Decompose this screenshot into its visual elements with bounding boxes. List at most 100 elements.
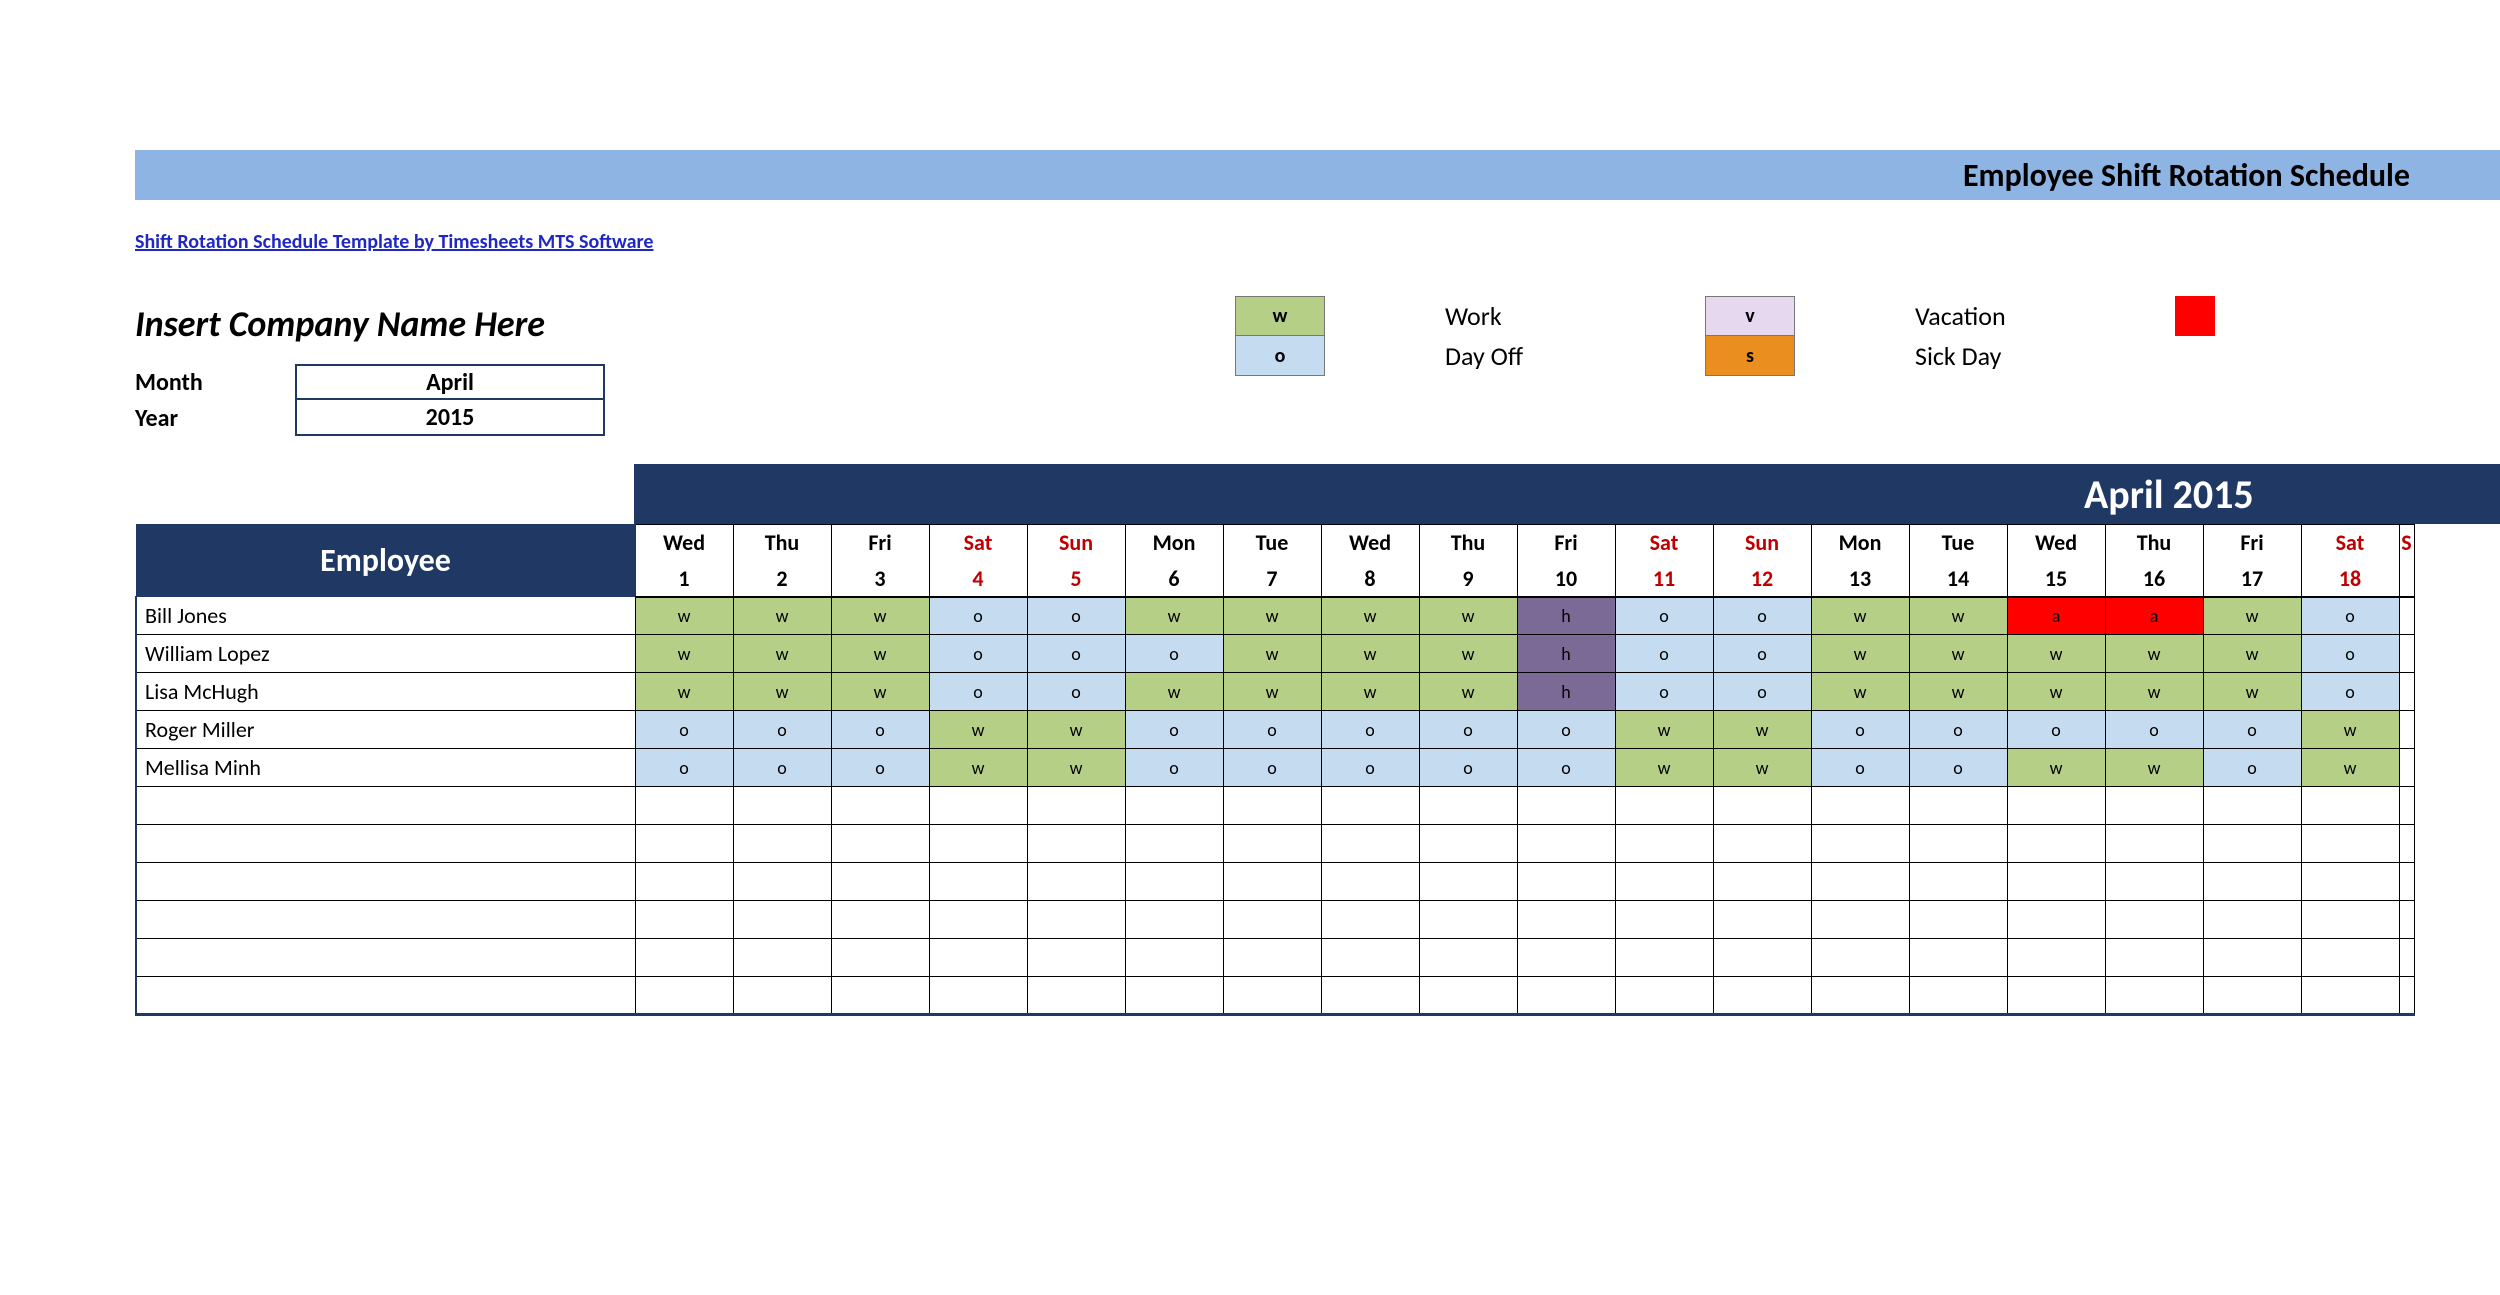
shift-cell[interactable]: o: [2007, 711, 2105, 749]
shift-cell[interactable]: [1909, 977, 2007, 1015]
shift-cell[interactable]: [1517, 939, 1615, 977]
shift-cell[interactable]: [1615, 977, 1713, 1015]
shift-cell[interactable]: [1909, 825, 2007, 863]
shift-cell[interactable]: w: [2007, 673, 2105, 711]
shift-cell[interactable]: w: [1321, 673, 1419, 711]
shift-cell[interactable]: [831, 901, 929, 939]
shift-cell[interactable]: [1615, 901, 1713, 939]
shift-cell[interactable]: [1027, 825, 1125, 863]
shift-cell[interactable]: w: [2203, 635, 2301, 673]
shift-cell[interactable]: w: [1419, 673, 1517, 711]
shift-cell[interactable]: [1027, 787, 1125, 825]
shift-cell[interactable]: [2399, 749, 2414, 787]
shift-cell[interactable]: o: [1811, 749, 1909, 787]
shift-cell[interactable]: [635, 787, 733, 825]
shift-cell[interactable]: [2203, 901, 2301, 939]
employee-name-cell[interactable]: [136, 901, 635, 939]
shift-cell[interactable]: [1713, 977, 1811, 1015]
shift-cell[interactable]: [733, 939, 831, 977]
shift-cell[interactable]: [2399, 977, 2414, 1015]
shift-cell[interactable]: [1223, 901, 1321, 939]
shift-cell[interactable]: w: [635, 597, 733, 635]
shift-cell[interactable]: o: [2301, 597, 2399, 635]
shift-cell[interactable]: [1125, 787, 1223, 825]
shift-cell[interactable]: o: [1223, 711, 1321, 749]
shift-cell[interactable]: [1321, 787, 1419, 825]
shift-cell[interactable]: [1321, 825, 1419, 863]
shift-cell[interactable]: [1811, 825, 1909, 863]
shift-cell[interactable]: o: [1419, 749, 1517, 787]
shift-cell[interactable]: [1713, 787, 1811, 825]
shift-cell[interactable]: w: [733, 673, 831, 711]
shift-cell[interactable]: [2007, 863, 2105, 901]
shift-cell[interactable]: [1811, 863, 1909, 901]
shift-cell[interactable]: w: [2203, 673, 2301, 711]
shift-cell[interactable]: [733, 977, 831, 1015]
shift-cell[interactable]: [1517, 825, 1615, 863]
shift-cell[interactable]: [1909, 939, 2007, 977]
shift-cell[interactable]: [2399, 863, 2414, 901]
shift-cell[interactable]: [1125, 825, 1223, 863]
shift-cell[interactable]: w: [1419, 635, 1517, 673]
shift-cell[interactable]: w: [2007, 749, 2105, 787]
shift-cell[interactable]: w: [1223, 673, 1321, 711]
shift-cell[interactable]: [2399, 901, 2414, 939]
company-name-placeholder[interactable]: Insert Company Name Here: [135, 302, 1235, 346]
shift-cell[interactable]: o: [733, 711, 831, 749]
shift-cell[interactable]: w: [1909, 673, 2007, 711]
shift-cell[interactable]: [2203, 863, 2301, 901]
shift-cell[interactable]: o: [2203, 749, 2301, 787]
shift-cell[interactable]: w: [2301, 711, 2399, 749]
shift-cell[interactable]: w: [1811, 635, 1909, 673]
shift-cell[interactable]: [2301, 901, 2399, 939]
shift-cell[interactable]: w: [733, 597, 831, 635]
shift-cell[interactable]: [1615, 787, 1713, 825]
shift-cell[interactable]: o: [929, 597, 1027, 635]
shift-cell[interactable]: [635, 863, 733, 901]
shift-cell[interactable]: w: [1909, 635, 2007, 673]
shift-cell[interactable]: [2301, 787, 2399, 825]
shift-cell[interactable]: [1517, 863, 1615, 901]
shift-cell[interactable]: w: [1713, 749, 1811, 787]
shift-cell[interactable]: [1419, 939, 1517, 977]
shift-cell[interactable]: [635, 825, 733, 863]
shift-cell[interactable]: [2007, 825, 2105, 863]
shift-cell[interactable]: [2105, 863, 2203, 901]
employee-name-cell[interactable]: Lisa McHugh: [136, 673, 635, 711]
shift-cell[interactable]: w: [2105, 749, 2203, 787]
shift-cell[interactable]: [2203, 939, 2301, 977]
shift-cell[interactable]: [2203, 825, 2301, 863]
shift-cell[interactable]: [1223, 825, 1321, 863]
shift-cell[interactable]: [733, 825, 831, 863]
shift-cell[interactable]: w: [1321, 635, 1419, 673]
shift-cell[interactable]: [1419, 863, 1517, 901]
shift-cell[interactable]: [2301, 863, 2399, 901]
shift-cell[interactable]: [2007, 977, 2105, 1015]
shift-cell[interactable]: w: [1713, 711, 1811, 749]
employee-name-cell[interactable]: [136, 863, 635, 901]
shift-cell[interactable]: [2399, 787, 2414, 825]
shift-cell[interactable]: [2105, 901, 2203, 939]
shift-cell[interactable]: o: [1713, 673, 1811, 711]
shift-cell[interactable]: w: [1321, 597, 1419, 635]
shift-cell[interactable]: o: [1321, 711, 1419, 749]
shift-cell[interactable]: [1321, 939, 1419, 977]
shift-cell[interactable]: [1811, 939, 1909, 977]
shift-cell[interactable]: [635, 939, 733, 977]
shift-cell[interactable]: [831, 939, 929, 977]
shift-cell[interactable]: [2399, 635, 2414, 673]
shift-cell[interactable]: w: [831, 673, 929, 711]
shift-cell[interactable]: [2203, 977, 2301, 1015]
shift-cell[interactable]: o: [1615, 673, 1713, 711]
shift-cell[interactable]: [2301, 939, 2399, 977]
shift-cell[interactable]: w: [635, 673, 733, 711]
shift-cell[interactable]: [1713, 863, 1811, 901]
shift-cell[interactable]: w: [831, 635, 929, 673]
shift-cell[interactable]: [1125, 863, 1223, 901]
shift-cell[interactable]: [929, 939, 1027, 977]
shift-cell[interactable]: o: [635, 711, 733, 749]
shift-cell[interactable]: [1615, 825, 1713, 863]
shift-cell[interactable]: [1027, 901, 1125, 939]
shift-cell[interactable]: w: [1125, 673, 1223, 711]
shift-cell[interactable]: o: [1125, 749, 1223, 787]
